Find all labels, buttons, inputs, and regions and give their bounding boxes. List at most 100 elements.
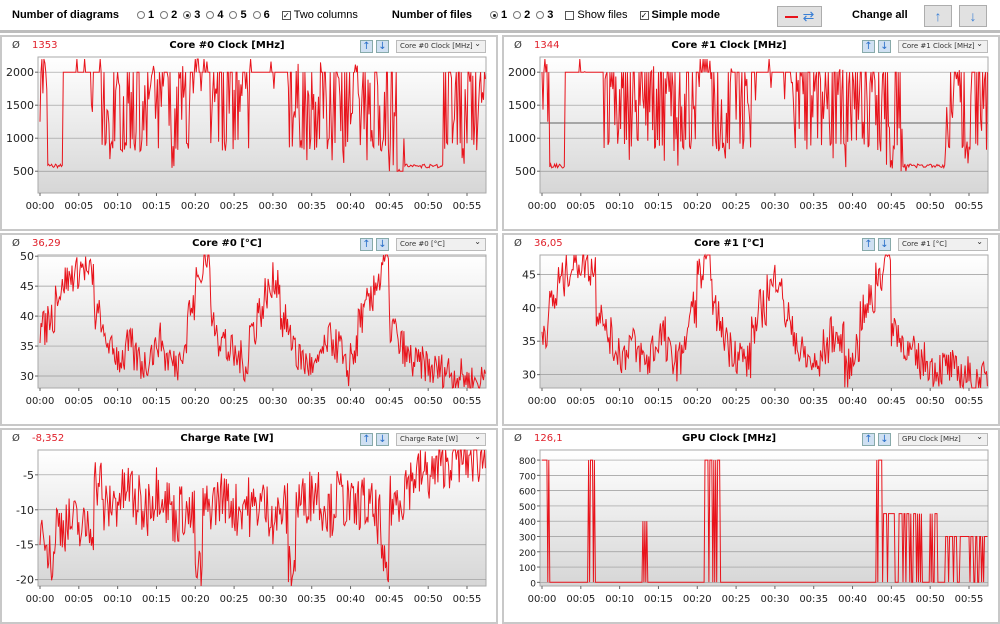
- y-tick-label: 300: [519, 533, 536, 543]
- radio-icon: [490, 11, 498, 19]
- two-columns-label: Two columns: [293, 9, 358, 21]
- x-tick-label: 00:05: [566, 201, 595, 212]
- radio-diagram-5[interactable]: 5: [223, 9, 247, 21]
- x-tick-label: 00:15: [142, 396, 171, 407]
- checkbox-icon: ✓: [639, 10, 649, 20]
- simple-mode-checkbox[interactable]: ✓ Simple mode: [639, 9, 720, 21]
- sensor-select[interactable]: GPU Clock [MHz]: [898, 433, 988, 446]
- sensor-select[interactable]: Charge Rate [W]: [396, 433, 486, 446]
- chart-title: Charge Rate [W]: [180, 433, 274, 444]
- y-tick-label: 400: [519, 518, 536, 528]
- move-down-button[interactable]: ↓: [376, 40, 389, 53]
- arrow-down-icon: ↓: [969, 8, 977, 24]
- move-up-button[interactable]: ↑: [360, 238, 373, 251]
- move-down-all-button[interactable]: ↓: [959, 5, 987, 27]
- radio-icon: [513, 11, 522, 19]
- radio-diagram-4[interactable]: 4: [200, 9, 223, 21]
- y-tick-label: 40: [20, 310, 34, 323]
- move-up-button[interactable]: ↑: [360, 40, 373, 53]
- sensor-select[interactable]: Core #0 [°C]: [396, 238, 486, 251]
- x-tick-label: 00:20: [181, 396, 210, 407]
- sensor-select[interactable]: Core #0 Clock [MHz]: [396, 40, 486, 53]
- x-tick-label: 00:45: [375, 201, 404, 212]
- move-down-button[interactable]: ↓: [376, 238, 389, 251]
- chart-plot: -20 -15 -10 -5 00:00 00:05 00:10 00:15 00:20 00:2…: [16, 449, 487, 605]
- move-down-button[interactable]: ↓: [376, 433, 389, 446]
- x-tick-label: 00:50: [414, 594, 443, 605]
- y-tick-label: 600: [519, 488, 536, 498]
- radio-file-3[interactable]: 3: [530, 9, 553, 21]
- x-tick-label: 00:20: [683, 396, 712, 407]
- move-down-button[interactable]: ↓: [878, 238, 891, 251]
- radio-label: 5: [240, 9, 247, 21]
- move-up-button[interactable]: ↑: [862, 433, 875, 446]
- radio-diagram-1[interactable]: 1: [131, 9, 154, 21]
- x-tick-label: 00:30: [258, 594, 287, 605]
- radio-file-2[interactable]: 2: [507, 9, 530, 21]
- y-tick-label: 700: [519, 472, 536, 482]
- average-icon: Ø: [514, 40, 522, 51]
- x-tick-label: 00:25: [220, 201, 249, 212]
- x-tick-label: 00:25: [722, 594, 751, 605]
- sensor-select[interactable]: Core #1 Clock [MHz]: [898, 40, 988, 53]
- show-files-checkbox[interactable]: Show files: [565, 9, 628, 21]
- change-all-label: Change all: [852, 9, 908, 21]
- radio-label: 2: [524, 9, 531, 21]
- x-tick-label: 00:55: [955, 396, 984, 407]
- y-tick-label: 45: [522, 268, 536, 281]
- line-color-swap-button[interactable]: ⇄: [777, 6, 822, 27]
- radio-diagram-3[interactable]: 3: [177, 9, 200, 21]
- radio-label: 1: [147, 9, 155, 21]
- radio-label: 1: [501, 9, 508, 21]
- x-tick-label: 00:35: [297, 396, 326, 407]
- move-down-button[interactable]: ↓: [878, 40, 891, 53]
- radio-icon: [183, 11, 192, 19]
- x-tick-label: 00:45: [877, 594, 906, 605]
- x-tick-label: 00:15: [142, 594, 171, 605]
- sensor-select[interactable]: Core #1 [°C]: [898, 238, 988, 251]
- x-tick-label: 00:20: [181, 594, 210, 605]
- panel-header: Ø 126,1 GPU Clock [MHz] ↑ ↓ GPU Clock [M…: [504, 433, 998, 447]
- panel-header: Ø -8,352 Charge Rate [W] ↑ ↓ Charge Rate…: [2, 433, 496, 447]
- x-tick-label: 00:10: [605, 396, 634, 407]
- x-tick-label: 00:40: [336, 201, 365, 212]
- two-columns-checkbox[interactable]: ✓ Two columns: [281, 9, 358, 21]
- radio-diagram-6[interactable]: 6: [247, 9, 270, 21]
- move-up-button[interactable]: ↑: [862, 40, 875, 53]
- chart-title: Core #0 Clock [MHz]: [169, 40, 285, 51]
- x-tick-label: 00:45: [375, 594, 404, 605]
- average-value: 36,05: [534, 238, 563, 249]
- y-tick-label: 40: [522, 302, 536, 315]
- x-tick-label: 00:35: [799, 594, 828, 605]
- y-tick-label: -5: [23, 469, 34, 482]
- average-icon: Ø: [12, 433, 20, 444]
- checkbox-icon: [565, 10, 575, 20]
- chart-panel: Ø -8,352 Charge Rate [W] ↑ ↓ Charge Rate…: [0, 428, 498, 624]
- x-tick-label: 00:05: [566, 396, 595, 407]
- move-up-button[interactable]: ↑: [360, 433, 373, 446]
- y-tick-label: 1000: [508, 132, 536, 145]
- x-tick-label: 00:25: [220, 594, 249, 605]
- move-up-button[interactable]: ↑: [862, 238, 875, 251]
- radio-diagram-2[interactable]: 2: [154, 9, 177, 21]
- x-tick-label: 00:15: [142, 201, 171, 212]
- y-tick-label: 500: [519, 503, 536, 513]
- x-tick-label: 00:35: [799, 396, 828, 407]
- x-tick-label: 00:00: [528, 201, 557, 212]
- move-up-all-button[interactable]: ↑: [924, 5, 952, 27]
- x-tick-label: 00:30: [760, 594, 789, 605]
- y-tick-label: 100: [519, 564, 536, 574]
- y-tick-label: 500: [13, 165, 34, 178]
- red-line-icon: [784, 15, 798, 18]
- x-tick-label: 00:35: [297, 201, 326, 212]
- chart-plot: 30 35 40 45 00:00 00:05 00:10 00:15 00:20 00:25 00…: [522, 253, 989, 407]
- move-down-button[interactable]: ↓: [878, 433, 891, 446]
- x-tick-label: 00:30: [258, 396, 287, 407]
- y-tick-label: 1000: [6, 132, 34, 145]
- x-tick-label: 00:20: [683, 201, 712, 212]
- average-icon: Ø: [514, 433, 522, 444]
- x-tick-label: 00:15: [644, 594, 673, 605]
- radio-file-1[interactable]: 1: [484, 9, 507, 21]
- x-tick-label: 00:50: [916, 594, 945, 605]
